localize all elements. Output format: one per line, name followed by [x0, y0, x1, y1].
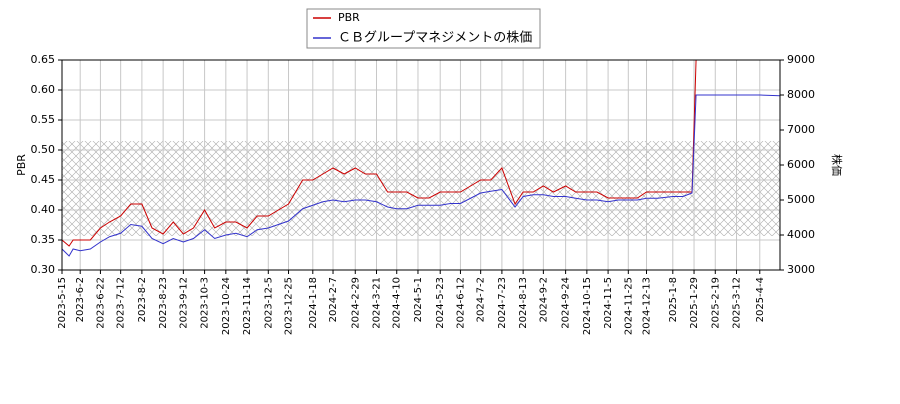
legend-label: ＣＢグループマネジメントの株価 [338, 31, 532, 46]
y2-axis-label: 株価 [830, 154, 844, 176]
x-tick-label: 2023-7-12 [116, 277, 127, 329]
x-tick-label: 2023-11-14 [242, 277, 253, 335]
x-tick-label: 2024-11-25 [623, 277, 634, 335]
series-line [61, 59, 780, 247]
y-tick-label: 0.45 [31, 173, 56, 186]
series-line [61, 94, 781, 257]
x-tick-label: 2024-11-5 [603, 277, 614, 329]
y2-tick-label: 3000 [787, 263, 815, 276]
x-tick-label: 2025-1-29 [689, 277, 700, 329]
x-tick-label: 2024-5-1 [413, 277, 424, 322]
y2-tick-label: 7000 [787, 123, 815, 136]
x-tick-label: 2023-12-5 [263, 277, 274, 329]
x-tick-label: 2023-6-2 [75, 277, 86, 322]
x-tick-label: 2023-8-23 [158, 277, 169, 329]
x-tick-label: 2023-6-22 [95, 277, 106, 329]
y2-tick-label: 8000 [787, 88, 815, 101]
x-tick-label: 2024-4-10 [392, 277, 403, 329]
x-tick-label: 2024-5-23 [435, 277, 446, 329]
y-tick-label: 0.60 [31, 83, 56, 96]
x-tick-label: 2024-7-23 [497, 277, 508, 329]
y-tick-label: 0.35 [31, 233, 56, 246]
x-tick-label: 2024-7-2 [476, 277, 487, 322]
x-tick-label: 2025-3-12 [732, 277, 743, 329]
x-tick-label: 2023-10-3 [200, 277, 211, 329]
x-tick-label: 2025-2-19 [710, 277, 721, 329]
y-tick-label: 0.65 [31, 53, 56, 66]
x-tick-label: 2023-8-2 [137, 277, 148, 322]
y2-tick-label: 4000 [787, 228, 815, 241]
legend-label: PBR [338, 11, 360, 24]
x-tick-label: 2025-1-8 [668, 277, 679, 322]
y-axis-label: PBR [15, 154, 28, 176]
y2-tick-label: 6000 [787, 158, 815, 171]
y-tick-label: 0.30 [31, 263, 56, 276]
x-tick-label: 2024-2-7 [328, 277, 339, 322]
x-tick-label: 2024-8-13 [518, 277, 529, 329]
x-tick-label: 2023-12-25 [284, 277, 295, 335]
x-tick-label: 2023-5-15 [57, 277, 68, 329]
range-band [62, 141, 780, 236]
y-tick-label: 0.55 [31, 113, 56, 126]
x-tick-label: 2023-10-24 [221, 277, 232, 335]
x-tick-label: 2024-1-18 [308, 277, 319, 329]
y2-tick-label: 5000 [787, 193, 815, 206]
legend [306, 8, 541, 49]
x-tick-label: 2024-9-2 [538, 277, 549, 322]
x-tick-label: 2024-9-24 [561, 277, 572, 329]
x-tick-label: 2024-3-21 [372, 277, 383, 329]
y-tick-label: 0.50 [31, 143, 56, 156]
x-tick-label: 2024-10-15 [582, 277, 593, 335]
y-tick-label: 0.40 [31, 203, 56, 216]
x-tick-label: 2024-12-13 [642, 277, 653, 335]
x-tick-label: 2025-4-4 [755, 277, 766, 322]
x-tick-label: 2024-2-29 [350, 277, 361, 329]
x-tick-label: 2023-9-12 [178, 277, 189, 329]
x-tick-label: 2024-6-12 [455, 277, 466, 329]
y2-tick-label: 9000 [787, 53, 815, 66]
